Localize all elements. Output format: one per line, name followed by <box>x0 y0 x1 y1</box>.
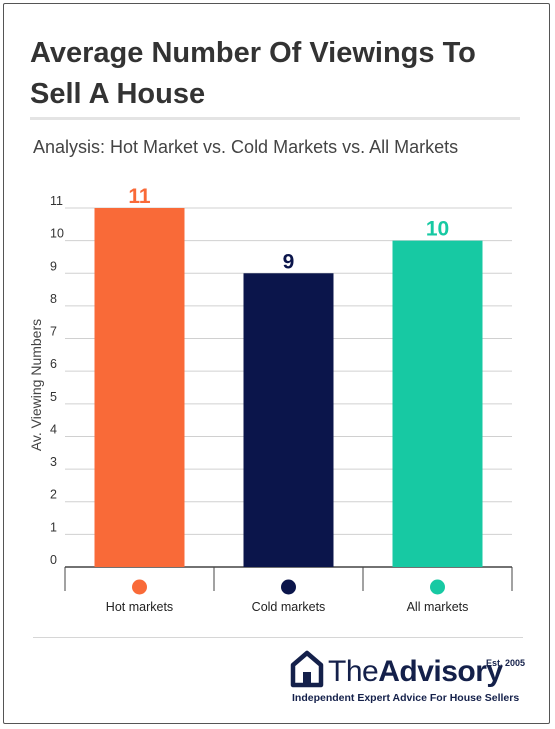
brand-tagline: Independent Expert Advice For House Sell… <box>292 692 520 704</box>
bar-chart: 0 1 2 3 4 5 6 7 8 9 10 11 11 Hot markets 9 Cold markets… <box>50 185 513 614</box>
category-label: Hot markets <box>106 600 173 614</box>
house-icon <box>290 650 324 688</box>
y-tick-label: 5 <box>50 390 57 404</box>
bar <box>94 208 185 567</box>
brand-logo: TheAdvisory Est. 2005 Independent Expert… <box>290 648 530 712</box>
y-tick-label: 4 <box>50 422 57 436</box>
data-label: 9 <box>283 250 295 273</box>
footer-divider <box>33 637 523 638</box>
chart-subtitle: Analysis: Hot Market vs. Cold Markets vs… <box>33 137 459 157</box>
y-tick-label: 0 <box>50 553 57 567</box>
bar <box>243 273 334 567</box>
legend-dot <box>430 579 445 595</box>
data-label: 10 <box>426 218 449 241</box>
y-tick-label: 2 <box>50 488 57 502</box>
y-tick-label: 6 <box>50 357 57 371</box>
title-divider <box>30 117 520 120</box>
brand-name-bold: Advisory <box>378 655 503 688</box>
y-tick-label: 7 <box>50 325 57 339</box>
legend-dot <box>132 579 147 595</box>
y-tick-label: 8 <box>50 292 57 306</box>
category-label: All markets <box>407 600 469 614</box>
y-tick-label: 9 <box>50 259 57 273</box>
legend-dot <box>281 579 296 595</box>
y-tick-label: 10 <box>50 227 64 241</box>
brand-name: TheAdvisory <box>328 655 503 689</box>
category-label: Cold markets <box>252 600 326 614</box>
chart-title: Average Number Of Viewings To Sell A Hou… <box>30 37 476 110</box>
y-tick-label: 3 <box>50 455 57 469</box>
y-tick-label: 1 <box>50 520 57 534</box>
brand-name-regular: The <box>328 655 379 688</box>
data-label: 11 <box>128 185 151 208</box>
brand-established: Est. 2005 <box>486 658 526 668</box>
bar <box>392 240 483 568</box>
y-tick-label: 11 <box>50 194 63 208</box>
